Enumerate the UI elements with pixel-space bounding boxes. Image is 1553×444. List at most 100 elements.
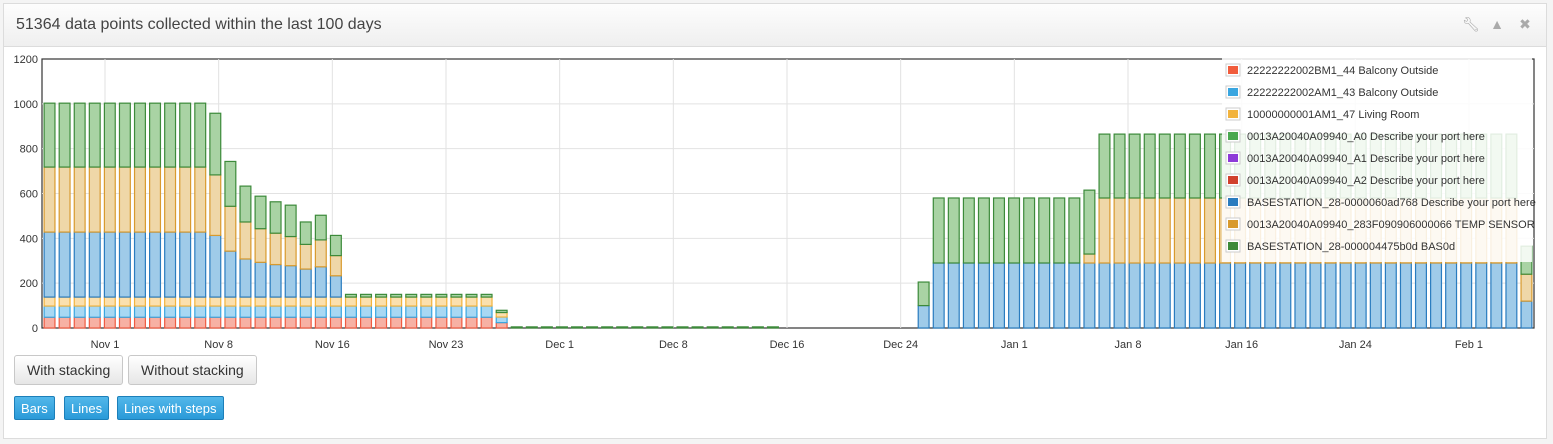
bar-segment — [1173, 197, 1186, 264]
without-stacking-button[interactable]: Without stacking — [128, 355, 257, 385]
bar-segment — [495, 316, 508, 324]
legend-label: 22222222002BM1_44 Balcony Outside — [1247, 65, 1438, 77]
bar-segment — [601, 326, 614, 329]
bar-segment — [1505, 262, 1518, 329]
bar-segment — [118, 296, 131, 307]
bar-segment — [1053, 262, 1066, 329]
bar-segment — [194, 102, 207, 168]
bar-segment — [209, 296, 222, 307]
bar-segment — [88, 102, 101, 168]
bar-segment — [314, 239, 327, 268]
bar-segment — [179, 296, 192, 307]
bar-segment — [118, 316, 131, 329]
bar-segment — [1490, 262, 1503, 329]
bar-segment — [224, 205, 237, 252]
bar-segment — [1339, 262, 1352, 329]
bar-segment — [1038, 197, 1051, 264]
bar-segment — [344, 316, 357, 329]
bar-segment — [299, 221, 312, 245]
bar-segment — [269, 232, 282, 266]
bar-segment — [133, 305, 146, 318]
bar-segment — [420, 305, 433, 318]
bar-segment — [1234, 262, 1247, 329]
bar-segment — [1098, 197, 1111, 264]
bar-segment — [284, 305, 297, 318]
bar-segment — [164, 316, 177, 329]
bar-segment — [239, 305, 252, 318]
bar-segment — [1158, 133, 1171, 199]
bar-segment — [149, 231, 162, 298]
bar-segment — [284, 296, 297, 307]
bar-segment — [254, 305, 267, 318]
bar-segment — [209, 316, 222, 329]
wrench-icon[interactable]: 🔧︎ — [1462, 16, 1480, 32]
bar-segment — [525, 326, 538, 329]
bar-segment — [555, 326, 568, 329]
bar-segment — [405, 296, 418, 307]
bar-segment — [359, 296, 373, 307]
bar-segment — [1008, 197, 1021, 264]
bar-segment — [239, 185, 252, 223]
bar-segment — [405, 293, 418, 298]
bar-segment — [766, 326, 779, 329]
bar-segment — [405, 305, 418, 318]
bar-segment — [450, 293, 463, 298]
lines-with-steps-button[interactable]: Lines with steps — [117, 396, 224, 420]
bar-segment — [1098, 133, 1111, 199]
bar-segment — [495, 309, 508, 314]
bar-segment — [480, 305, 493, 318]
bar-segment — [1143, 197, 1156, 264]
bar-segment — [1083, 262, 1096, 329]
bar-segment — [480, 293, 493, 298]
bar-segment — [435, 305, 448, 318]
bar-segment — [1430, 262, 1443, 329]
legend-label: 0013A20040A09940_A2 Describe your port h… — [1247, 175, 1485, 187]
bar-segment — [224, 305, 237, 318]
chevron-up-icon[interactable]: ▲ — [1490, 16, 1504, 32]
bar-segment — [1128, 133, 1141, 199]
bar-segment — [164, 102, 177, 168]
bar-segment — [375, 296, 388, 307]
bar-segment — [329, 254, 342, 277]
bar-segment — [1460, 262, 1473, 329]
close-icon[interactable]: ✖ — [1519, 16, 1531, 32]
bars-button[interactable]: Bars — [14, 396, 55, 420]
bar-segment — [1113, 262, 1126, 329]
bar-segment — [284, 265, 297, 298]
bar-segment — [1188, 262, 1201, 329]
lines-button[interactable]: Lines — [64, 396, 110, 420]
bar-segment — [1128, 262, 1141, 329]
bar-segment — [103, 102, 116, 168]
with-stacking-button[interactable]: With stacking — [14, 355, 124, 385]
bar-segment — [284, 235, 297, 267]
bar-segment — [88, 166, 101, 233]
x-tick-label: Jan 8 — [1115, 339, 1142, 351]
bar-segment — [465, 296, 478, 307]
bar-segment — [239, 296, 252, 307]
bar-segment — [1203, 262, 1217, 329]
bar-segment — [164, 296, 177, 307]
x-tick-label: Dec 1 — [545, 339, 574, 351]
bar-segment — [329, 275, 342, 298]
bar-segment — [269, 296, 282, 307]
y-tick-label: 200 — [20, 278, 38, 290]
legend-label: 10000000001AM1_47 Living Room — [1247, 109, 1419, 121]
y-tick-label: 0 — [32, 323, 38, 335]
bar-segment — [284, 204, 297, 238]
legend-swatch — [1228, 66, 1238, 74]
panel-title: 51364 data points collected within the l… — [16, 16, 382, 33]
legend-label: 0013A20040A09940_A1 Describe your port h… — [1247, 153, 1485, 165]
y-tick-label: 1200 — [14, 54, 38, 66]
bar-segment — [88, 296, 101, 307]
bar-segment — [405, 316, 418, 329]
bar-segment — [58, 166, 71, 233]
bar-segment — [510, 326, 523, 329]
bar-segment — [209, 234, 222, 298]
bar-segment — [420, 293, 433, 298]
legend-label: BASESTATION_28-000004475b0d BAS0d — [1247, 241, 1455, 253]
bar-segment — [58, 296, 71, 307]
bar-segment — [390, 316, 403, 329]
x-tick-label: Nov 23 — [429, 339, 464, 351]
bar-segment — [58, 231, 71, 298]
y-tick-label: 400 — [20, 233, 38, 245]
